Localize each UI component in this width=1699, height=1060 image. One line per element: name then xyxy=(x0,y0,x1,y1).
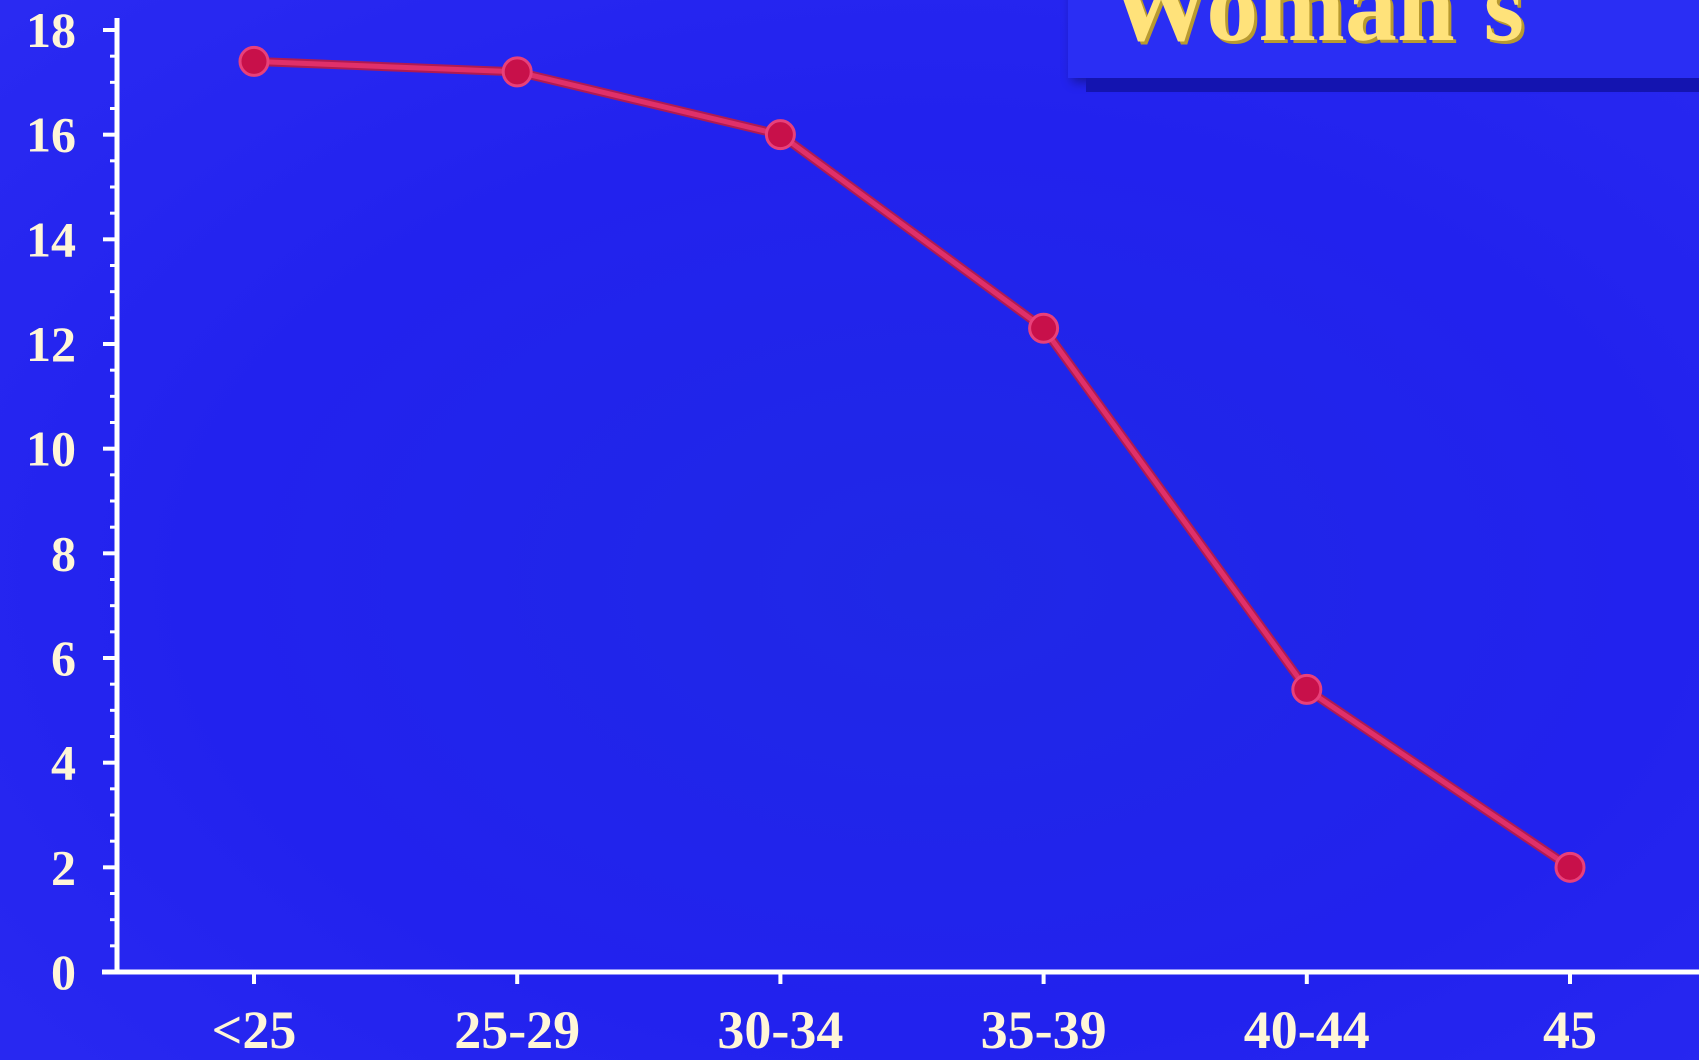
y-tick-label: 18 xyxy=(26,2,76,58)
data-point xyxy=(1291,673,1323,705)
y-tick-label: 16 xyxy=(26,107,76,163)
x-tick-label: 25-29 xyxy=(454,1000,580,1060)
data-point xyxy=(501,56,533,88)
slide-title: Woman's xyxy=(1108,0,1525,63)
x-tick-label: 30-34 xyxy=(717,1000,843,1060)
y-tick-label: 2 xyxy=(51,839,76,895)
data-point xyxy=(238,45,270,77)
series-line xyxy=(251,58,1573,870)
y-tick-label: 6 xyxy=(51,630,76,686)
x-tick-label: 35-39 xyxy=(981,1000,1107,1060)
y-tick-label: 10 xyxy=(26,421,76,477)
x-tick-label: <25 xyxy=(212,1000,297,1060)
y-tick-label: 12 xyxy=(26,316,76,372)
y-tick-label: 4 xyxy=(51,735,76,791)
y-tick-label: 14 xyxy=(26,211,76,267)
y-tick-label: 8 xyxy=(51,525,76,581)
title-box: Woman's xyxy=(1068,0,1699,78)
data-point xyxy=(1028,312,1060,344)
y-tick-label: 0 xyxy=(51,944,76,1000)
data-point xyxy=(1554,851,1586,883)
x-tick-label: 40-44 xyxy=(1244,1000,1370,1060)
data-point xyxy=(764,119,796,151)
x-tick-label: 45 xyxy=(1543,1000,1597,1060)
series-line-shadow xyxy=(249,56,1575,872)
